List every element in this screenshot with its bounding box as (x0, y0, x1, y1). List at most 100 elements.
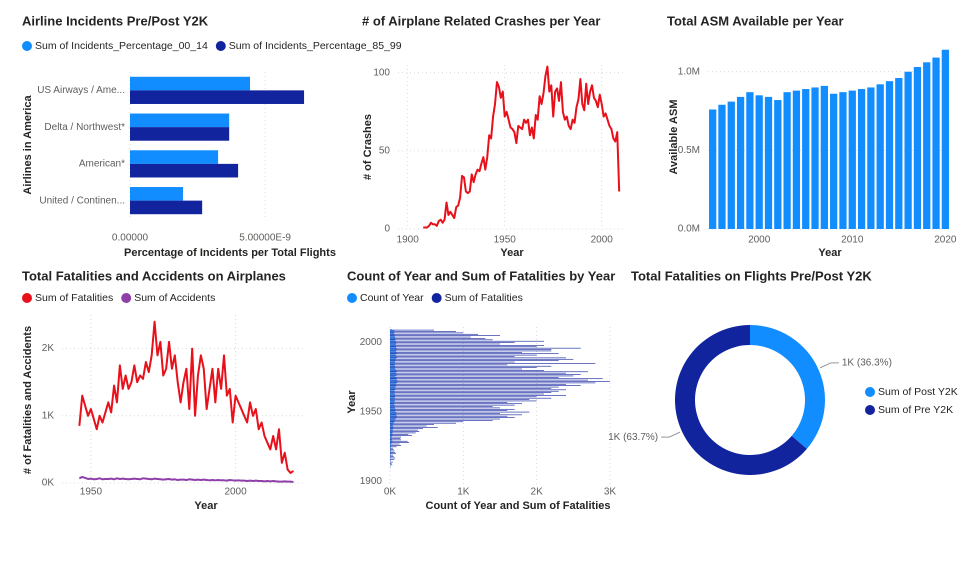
bar (390, 333, 478, 335)
bar (783, 92, 791, 229)
bar (390, 436, 401, 438)
bar (390, 425, 393, 426)
bar (736, 96, 745, 230)
line (423, 65, 621, 229)
bar (390, 352, 397, 354)
category-label: United / Continen... (39, 195, 125, 206)
y-tick-label: 1900 (360, 476, 383, 487)
bar (390, 388, 552, 389)
bar (913, 67, 922, 230)
bar (390, 364, 508, 366)
bar (390, 406, 395, 408)
bar (390, 378, 603, 380)
bar (390, 418, 500, 420)
bar (390, 340, 396, 341)
chart-title: Total ASM Available per Year (667, 13, 844, 28)
y-tick-label: 2000 (360, 337, 383, 348)
bar (390, 336, 471, 338)
category-label: Delta / Northwest* (44, 122, 125, 133)
bar (390, 337, 396, 339)
bar (390, 452, 396, 453)
bar (390, 450, 391, 451)
bar (867, 87, 875, 229)
legend-label: Sum of Post Y2K (878, 386, 958, 398)
bar (130, 187, 183, 201)
donut-slice (674, 325, 807, 475)
bar (390, 401, 395, 403)
leader-line (661, 431, 681, 438)
bar (390, 360, 559, 361)
legend-label: Sum of Incidents_Percentage_00_14 (35, 40, 208, 52)
bar (390, 380, 398, 382)
bar (390, 358, 574, 360)
bar (390, 434, 393, 436)
bar (390, 381, 398, 383)
bar (390, 385, 581, 386)
bar (390, 346, 537, 348)
bar (390, 338, 396, 340)
bar (390, 353, 559, 355)
bar (390, 453, 396, 455)
bar (390, 443, 400, 445)
chart-title: Total Fatalities on Flights Pre/Post Y2K (631, 268, 872, 283)
bar (390, 372, 397, 373)
bar (390, 447, 391, 448)
bar (390, 398, 395, 400)
bar (390, 330, 395, 332)
bar (390, 382, 596, 384)
bar (390, 329, 392, 330)
legend-label: Count of Year (360, 292, 424, 304)
bar (390, 338, 486, 339)
bar (390, 332, 464, 334)
bar (390, 374, 581, 375)
bar (390, 404, 395, 405)
y-tick-label: 0 (384, 224, 390, 235)
bar (848, 90, 856, 229)
bar (130, 127, 230, 141)
bar (390, 463, 392, 464)
bar (390, 388, 396, 390)
bar (390, 335, 500, 336)
bar (130, 90, 305, 104)
x-axis-title: Year (818, 247, 842, 259)
bar (390, 454, 393, 456)
bar (390, 411, 530, 413)
bar (390, 367, 537, 368)
bar (390, 343, 500, 345)
bar (390, 341, 396, 343)
x-tick-label: 0.00000 (112, 233, 149, 244)
bar (390, 441, 393, 443)
x-axis-title: Percentage of Incidents per Total Flight… (124, 247, 336, 259)
bar (390, 389, 566, 391)
bar (390, 361, 515, 363)
y-axis-title: Year (346, 390, 358, 414)
y-axis-title: # of Fatalities and Accidents (22, 326, 34, 474)
legend-marker (121, 293, 132, 303)
bar (390, 443, 392, 444)
bar (390, 347, 397, 348)
x-tick-label: 2000 (224, 487, 247, 498)
bar (390, 408, 515, 410)
bar (390, 393, 395, 394)
bar (390, 413, 500, 414)
bar (390, 417, 515, 418)
bar (820, 85, 828, 229)
bar (390, 365, 395, 366)
bar (390, 390, 395, 391)
bar (390, 397, 396, 398)
bar (390, 424, 434, 425)
bar (390, 331, 456, 332)
bar (390, 402, 395, 404)
bar (390, 379, 397, 380)
legend-marker (215, 41, 226, 51)
bar (390, 408, 396, 409)
bar (390, 452, 392, 454)
x-tick-label: 1K (457, 487, 470, 498)
bar (390, 412, 397, 414)
bar (390, 359, 396, 361)
bar (390, 460, 391, 462)
data-label: 1K (36.3%) (842, 358, 892, 369)
bar (390, 427, 394, 429)
bar (839, 92, 847, 229)
bar (390, 387, 396, 389)
